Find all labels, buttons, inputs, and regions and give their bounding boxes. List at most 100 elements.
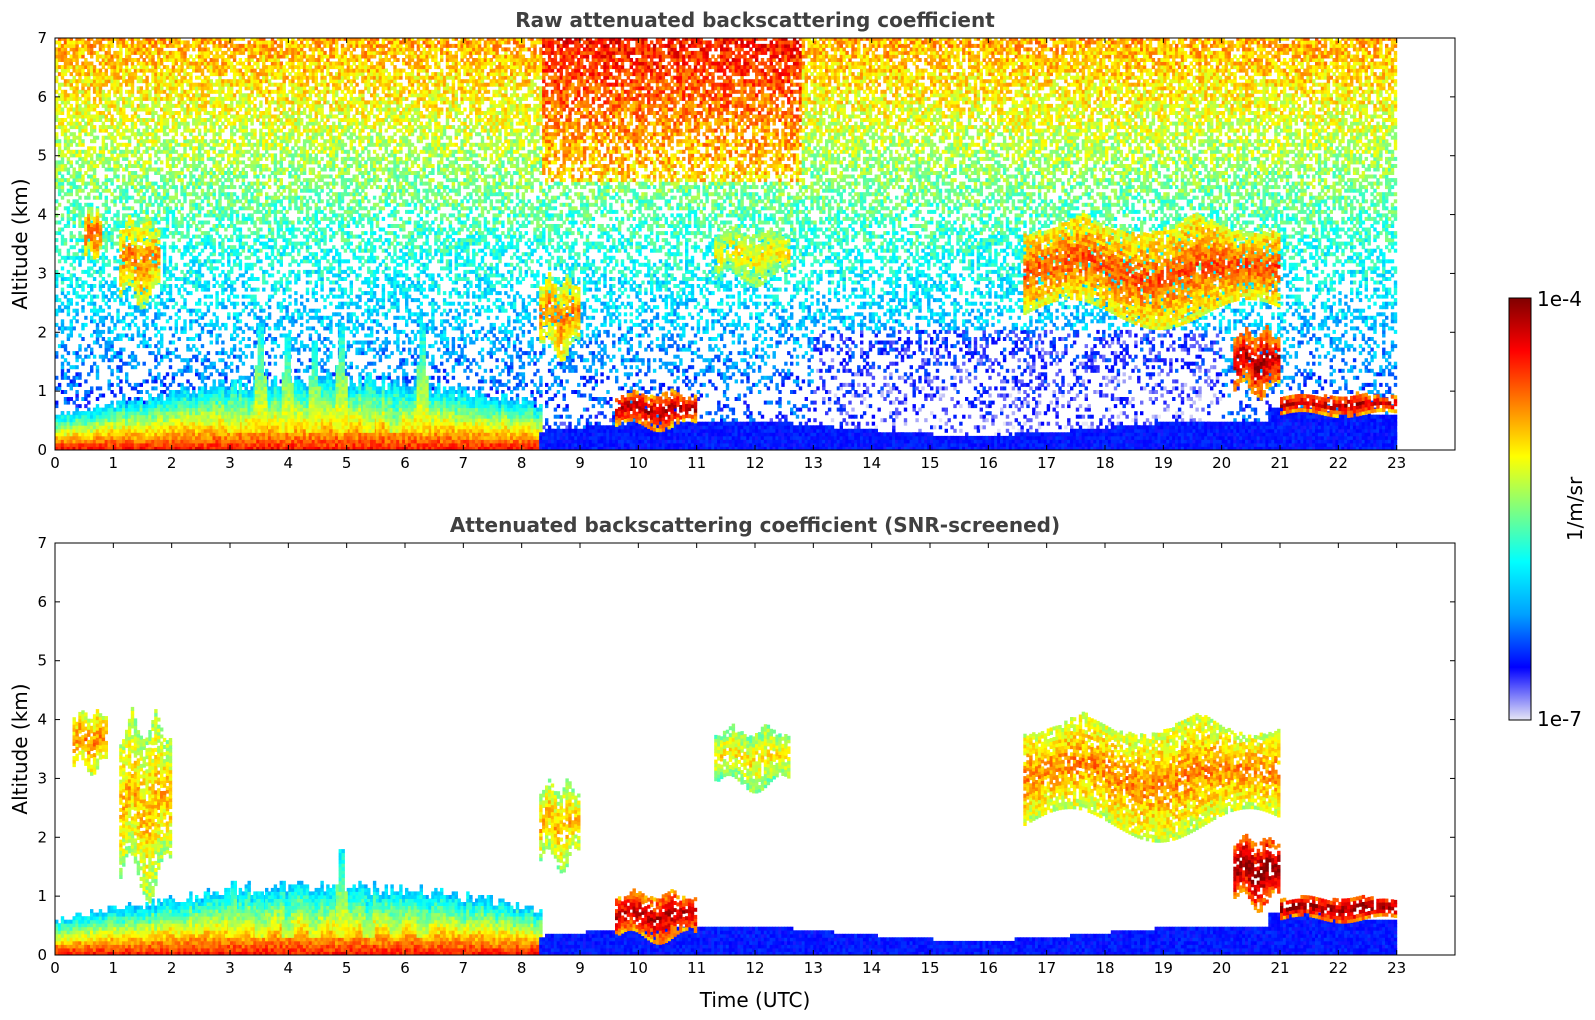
noise-cell [102, 44, 105, 48]
noise-cell [186, 344, 189, 348]
noise-cell [113, 171, 116, 175]
noise-cell [143, 139, 146, 143]
noise-cell [250, 72, 253, 76]
noise-cell [55, 404, 58, 408]
noise-cell [169, 206, 172, 210]
noise-cell [207, 376, 210, 380]
noise-cell [283, 238, 286, 242]
noise-cell [96, 178, 99, 182]
noise-cell [180, 178, 183, 182]
noise-cell [239, 252, 242, 256]
noise-cell [242, 192, 245, 196]
noise-cell [84, 79, 87, 83]
noise-cell [154, 104, 157, 108]
noise-cell [297, 369, 300, 373]
noise-cell [271, 245, 274, 249]
noise-cell [201, 47, 204, 51]
noise-cell [166, 213, 169, 217]
noise-cell [213, 83, 216, 87]
noise-cell [73, 210, 76, 214]
noise-cell [99, 83, 102, 87]
noise-cell [288, 79, 291, 83]
noise-cell [210, 270, 213, 274]
noise-cell [99, 288, 102, 292]
noise-cell [250, 217, 253, 221]
noise-cell [271, 348, 274, 352]
noise-cell [90, 108, 93, 112]
noise-cell [213, 182, 216, 186]
noise-cell [183, 185, 186, 189]
noise-cell [172, 221, 175, 225]
noise-cell [58, 72, 61, 76]
noise-cell [145, 185, 148, 189]
noise-cell [96, 341, 99, 345]
noise-cell [285, 69, 288, 73]
noise-cell [218, 69, 221, 73]
noise-cell [236, 217, 239, 221]
noise-cell [55, 143, 58, 147]
noise-cell [233, 168, 236, 172]
noise-cell [70, 302, 73, 306]
noise-cell [154, 189, 157, 193]
noise-cell [175, 217, 178, 221]
noise-cell [280, 210, 283, 214]
noise-cell [239, 273, 242, 277]
noise-cell [178, 369, 181, 373]
noise-cell [245, 221, 248, 225]
noise-cell [99, 386, 102, 390]
noise-cell [250, 160, 253, 164]
noise-cell [58, 146, 61, 150]
noise-cell [297, 249, 300, 253]
noise-cell [70, 192, 73, 196]
noise-cell [64, 93, 67, 97]
noise-cell [122, 206, 125, 210]
noise-cell [102, 270, 105, 274]
noise-cell [204, 100, 207, 104]
noise-cell [110, 355, 113, 359]
noise-cell [110, 238, 113, 242]
noise-cell [195, 55, 198, 59]
noise-cell [256, 139, 259, 143]
noise-cell [87, 203, 90, 207]
noise-cell [113, 259, 116, 263]
noise-cell [198, 372, 201, 376]
noise-cell [93, 185, 96, 189]
noise-cell [134, 115, 137, 119]
noise-cell [160, 196, 163, 200]
noise-cell [116, 97, 119, 101]
noise-cell [300, 51, 303, 55]
noise-cell [186, 164, 189, 168]
noise-cell [248, 76, 251, 80]
noise-cell [283, 235, 286, 239]
noise-cell [285, 281, 288, 285]
noise-cell [90, 182, 93, 186]
panel-raw-title: Raw attenuated backscattering coefficien… [515, 8, 995, 32]
noise-cell [186, 231, 189, 235]
noise-cell [283, 104, 286, 108]
noise-cell [233, 93, 236, 97]
noise-cell [233, 245, 236, 249]
noise-cell [119, 348, 122, 352]
noise-cell [221, 83, 224, 87]
noise-cell [122, 62, 125, 66]
noise-cell [239, 231, 242, 235]
noise-cell [248, 206, 251, 210]
noise-cell [250, 47, 253, 51]
noise-cell [283, 168, 286, 172]
noise-cell [163, 355, 166, 359]
noise-cell [233, 146, 236, 150]
noise-cell [239, 341, 242, 345]
noise-cell [169, 115, 172, 119]
noise-cell [93, 97, 96, 101]
noise-cell [70, 118, 73, 122]
noise-cell [224, 249, 227, 253]
noise-cell [131, 108, 134, 112]
noise-cell [250, 168, 253, 172]
noise-cell [300, 171, 303, 175]
noise-cell [236, 51, 239, 55]
noise-cell [213, 58, 216, 62]
noise-cell [227, 146, 230, 150]
noise-cell [148, 58, 151, 62]
noise-cell [140, 132, 143, 136]
noise-cell [239, 129, 242, 133]
